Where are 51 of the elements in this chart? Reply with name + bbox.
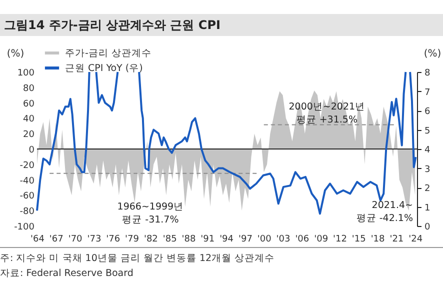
annotation: 2021.4~ 평균 -42.1% bbox=[355, 199, 413, 225]
annotation: 1966~1999년 평균 -31.7% bbox=[117, 201, 184, 226]
text: 주: 지수와 미 국채 10년물 금리 월간 변동률 12개월 상관계수 bbox=[0, 252, 276, 266]
x-tick-label: '64 bbox=[30, 234, 45, 244]
y2-tick-label: 1 bbox=[424, 203, 430, 214]
x-tick-label: '18 bbox=[370, 234, 386, 244]
y-axis-title: (%) bbox=[6, 48, 24, 60]
y-tick-label: 40 bbox=[23, 114, 35, 125]
x-tick-label: '21 bbox=[390, 234, 404, 244]
x-tick-label: '03 bbox=[276, 234, 290, 244]
y-tick-label: 20 bbox=[23, 130, 35, 140]
x-tick-label: '85 bbox=[162, 234, 177, 244]
y-tick-label: 100 bbox=[17, 68, 35, 78]
y2-axis-title: (%) bbox=[424, 48, 442, 60]
x-tick-label: '79 bbox=[125, 234, 140, 244]
y-tick-label: -100 bbox=[14, 222, 35, 232]
y-tick-label: -40 bbox=[20, 176, 35, 186]
annotation: 2000년~2021년 평균 +31.5% bbox=[288, 102, 366, 126]
legend-label: 주가-금리 상관계수 bbox=[65, 48, 152, 59]
x-tick-label: '88 bbox=[182, 234, 196, 244]
y2-tick-label: 6 bbox=[424, 107, 430, 117]
x-tick-label: '94 bbox=[220, 234, 234, 244]
chart-title: 그림14 주가-금리 상관계수와 근원 CPI bbox=[0, 14, 443, 36]
y2-tick-label: 5 bbox=[424, 126, 430, 136]
y-tick-label: -20 bbox=[20, 160, 35, 171]
x-tick-label: '24 bbox=[408, 234, 423, 244]
y2-tick-label: 7 bbox=[424, 88, 430, 98]
x-tick-label: '15 bbox=[352, 234, 366, 244]
y-tick-label: 80 bbox=[23, 84, 35, 94]
text: 자료: Federal Reserve Board bbox=[0, 267, 134, 281]
x-tick-label: '97 bbox=[238, 234, 252, 244]
x-tick-label: '00 bbox=[257, 234, 272, 244]
x-tick-label: '12 bbox=[333, 234, 347, 244]
y2-tick-label: 0 bbox=[424, 222, 430, 232]
x-tick-label: '91 bbox=[200, 234, 215, 244]
y2-tick-label: 3 bbox=[424, 164, 430, 175]
x-tick-label: '73 bbox=[87, 234, 102, 244]
x-tick-label: '09 bbox=[314, 234, 328, 244]
x-tick-label: '76 bbox=[106, 234, 120, 244]
y-tick-label: 60 bbox=[23, 99, 35, 110]
y-tick-label: 0 bbox=[28, 146, 35, 156]
y2-tick-label: 4 bbox=[424, 146, 430, 156]
x-tick-label: '67 bbox=[49, 234, 64, 244]
legend-label: 근원 CPI YoY (우) bbox=[65, 63, 143, 74]
y2-tick-label: 2 bbox=[424, 184, 430, 194]
y-tick-label: -60 bbox=[20, 192, 35, 202]
y-tick-label: -80 bbox=[20, 207, 35, 218]
x-tick-label: '06 bbox=[295, 234, 310, 244]
x-tick-label: '70 bbox=[68, 234, 83, 244]
y2-tick-label: 8 bbox=[424, 68, 430, 78]
x-tick-label: '82 bbox=[144, 234, 158, 244]
